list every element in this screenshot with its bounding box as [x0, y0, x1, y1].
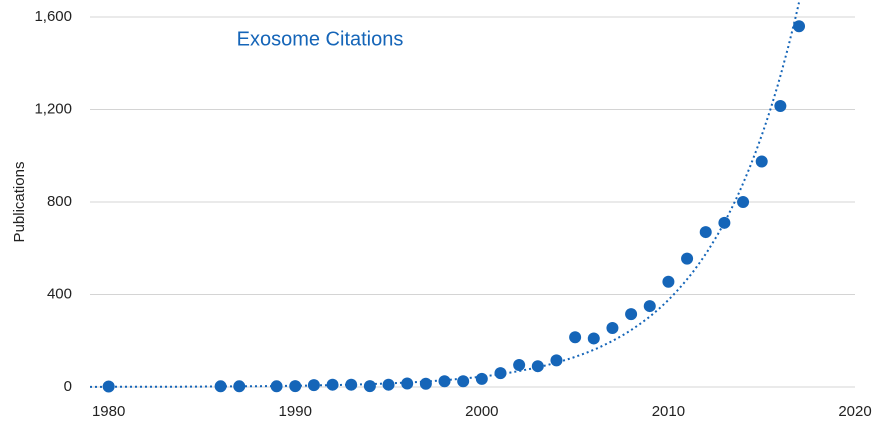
data-point: [214, 380, 227, 393]
data-point: [643, 300, 656, 313]
x-tick-label: 2000: [465, 403, 498, 420]
data-point: [494, 367, 507, 380]
chart-title: Exosome Citations: [237, 28, 404, 50]
x-tick-label: 2010: [652, 403, 685, 420]
data-point: [513, 359, 526, 372]
y-tick-label: 1,600: [34, 8, 72, 25]
y-tick-label: 800: [47, 193, 72, 210]
data-point: [419, 377, 432, 390]
data-point: [625, 308, 638, 321]
data-point: [363, 380, 376, 393]
data-point: [382, 378, 395, 391]
y-tick-label: 0: [64, 378, 72, 395]
data-point: [793, 20, 806, 33]
x-tick-label: 1990: [279, 403, 312, 420]
data-point: [587, 332, 600, 345]
data-point: [270, 380, 283, 393]
data-point: [606, 322, 619, 335]
data-point: [345, 378, 358, 391]
data-point: [438, 375, 451, 388]
y-axis-label: Publications: [11, 162, 28, 243]
data-point: [289, 380, 302, 393]
data-point: [718, 216, 731, 229]
y-tick-label: 400: [47, 285, 72, 302]
data-point: [774, 100, 787, 113]
data-point: [755, 155, 768, 168]
data-point: [326, 378, 339, 391]
data-point: [699, 226, 712, 239]
data-point: [681, 252, 694, 265]
data-point: [401, 377, 414, 390]
data-point: [475, 372, 488, 385]
data-point: [662, 275, 675, 288]
data-point: [102, 380, 115, 393]
data-point: [737, 196, 750, 208]
y-tick-label: 1,200: [34, 100, 72, 117]
data-point: [550, 354, 563, 367]
trendline: [90, 2, 800, 388]
data-point: [307, 379, 320, 392]
data-point: [531, 360, 544, 373]
data-point: [569, 331, 582, 344]
x-tick-label: 2020: [838, 403, 871, 420]
data-point: [233, 380, 246, 393]
data-point: [457, 375, 470, 388]
x-tick-label: 1980: [92, 403, 125, 420]
